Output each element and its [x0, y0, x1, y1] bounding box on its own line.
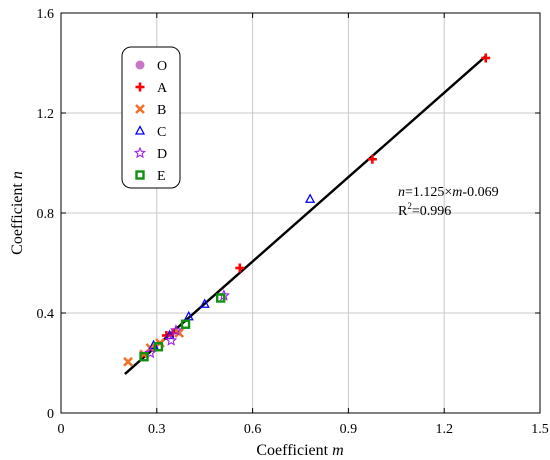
- point-a: [367, 154, 377, 164]
- legend-marker-o: [135, 60, 145, 70]
- point-e: [153, 342, 164, 352]
- r-squared: R2=0.996: [398, 201, 451, 219]
- x-tick-label: 0: [58, 422, 65, 437]
- x-tick-label: 1.2: [435, 422, 453, 437]
- point-b: [174, 328, 185, 338]
- x-tick-label: 1.5: [531, 422, 549, 437]
- y-tick-label: 0.4: [37, 307, 55, 322]
- fit-equation: n=1.125×m-0.069: [398, 185, 499, 200]
- point-e: [180, 319, 191, 329]
- y-tick-label: 1.2: [37, 107, 55, 122]
- point-d: [165, 334, 178, 346]
- x-tick-label: 0.3: [148, 422, 166, 437]
- legend-label-b: B: [157, 103, 166, 118]
- point-a: [481, 53, 491, 63]
- legend-box: [121, 46, 181, 189]
- legend-marker-c: [134, 125, 146, 135]
- point-e: [215, 293, 226, 303]
- legend-marker-e: [135, 170, 145, 180]
- y-tick-label: 1.6: [37, 7, 55, 22]
- data-points: [123, 53, 491, 367]
- x-axis-label: Coefficient m: [256, 442, 343, 459]
- legend-marker-b: [135, 104, 145, 114]
- point-b: [123, 356, 133, 367]
- point-d: [169, 324, 183, 336]
- point-c: [304, 193, 316, 203]
- x-tick-label: 0.9: [340, 422, 358, 437]
- x-tick-label: 0.6: [244, 422, 262, 437]
- legend-label-e: E: [157, 169, 166, 184]
- point-e: [139, 352, 149, 362]
- legend-label-d: D: [157, 147, 167, 162]
- point-c: [199, 298, 210, 308]
- point-a: [235, 263, 245, 273]
- legend-label-c: C: [157, 125, 166, 140]
- y-axis-label: Coefficient n: [9, 171, 26, 255]
- legend-marker-d: [133, 146, 147, 159]
- legend-label-a: A: [157, 81, 168, 96]
- axis-ticks: 0 0.3 0.6 0.9 1.2 1.5 0 0.4 0.8 1.2 1.6: [37, 7, 549, 437]
- legend-marker-a: [135, 82, 145, 92]
- y-tick-label: 0.8: [37, 207, 55, 222]
- y-tick-label: 0: [47, 407, 54, 422]
- legend-label-o: O: [157, 59, 167, 74]
